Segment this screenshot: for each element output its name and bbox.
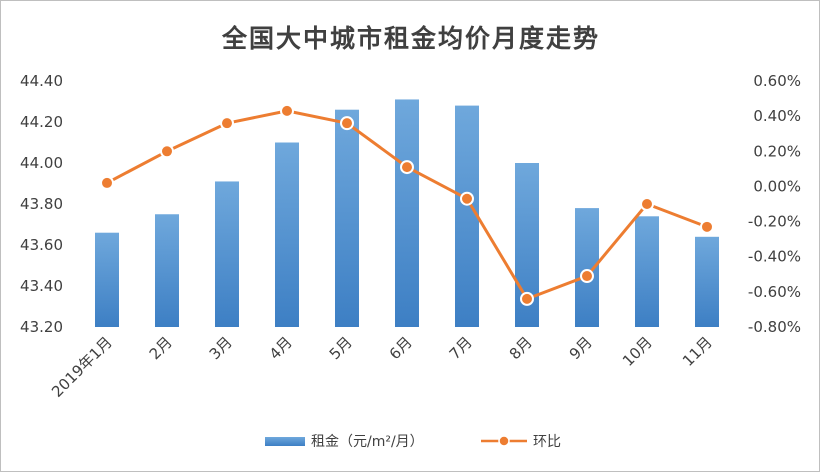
chart-title: 全国大中城市租金均价月度走势 [221,24,600,53]
right-tick-label: -0.80% [748,318,801,336]
line-point [340,116,354,131]
x-tick-label: 5月 [326,333,356,363]
bar [335,109,359,327]
x-tick-label: 10月 [619,333,656,370]
left-tick-label: 43.80 [20,195,63,213]
x-tick-label: 7月 [446,333,476,363]
bar [455,105,479,327]
bar [215,181,239,327]
bar [695,236,719,327]
x-tick-label: 9月 [566,333,596,363]
line-point [640,197,654,211]
x-tick-label: 4月 [266,333,296,363]
bar [155,214,179,327]
bar [635,216,659,327]
line-point [160,144,174,159]
line-point [400,160,414,175]
left-tick-label: 44.40 [20,72,63,90]
legend-bar-swatch [265,437,305,446]
x-tick-label: 2月 [146,333,176,363]
bar [395,99,419,327]
left-tick-label: 43.20 [20,318,63,336]
right-tick-label: -0.20% [748,213,801,231]
left-tick-label: 44.20 [20,113,63,131]
line-point [580,269,594,284]
legend-line-marker [498,435,510,447]
line-point [460,191,474,206]
x-tick-label: 2019年1月 [48,333,116,401]
line-series [100,103,714,306]
line-point [100,175,114,190]
right-tick-label: 0.20% [753,142,801,160]
bar-series [95,99,719,327]
left-tick-label: 43.60 [20,236,63,254]
line-point [700,219,714,234]
x-tick-label: 6月 [386,333,416,363]
bar [275,142,299,327]
x-tick-label: 11月 [679,333,716,370]
right-tick-label: 0.00% [753,177,801,195]
left-tick-label: 44.00 [20,154,63,172]
left-axis: 43.20 43.40 43.60 43.80 44.00 44.20 44.40 [20,72,63,336]
line-point [280,103,294,118]
right-tick-label: 0.40% [753,107,801,125]
right-tick-label: 0.60% [753,72,801,90]
right-axis: -0.80% -0.60% -0.40% -0.20% 0.00% 0.20% 0.40% 0… [748,72,801,336]
bar [95,232,119,327]
right-tick-label: -0.40% [748,248,801,266]
left-tick-label: 43.40 [20,277,63,295]
line-point [520,291,534,306]
x-tick-label: 8月 [506,333,536,363]
legend: 租金（元/m²/月） 环比 [265,434,561,450]
right-tick-label: -0.60% [748,283,801,301]
line-point [220,116,234,131]
x-tick-label: 3月 [206,333,236,363]
legend-bar-label: 租金（元/m²/月） [311,434,424,450]
x-axis-labels: 2019年1月 2月 3月 4月 5月 6月 7月 8月 9月 10月 11月 [48,333,716,401]
legend-line-label: 环比 [533,434,561,450]
